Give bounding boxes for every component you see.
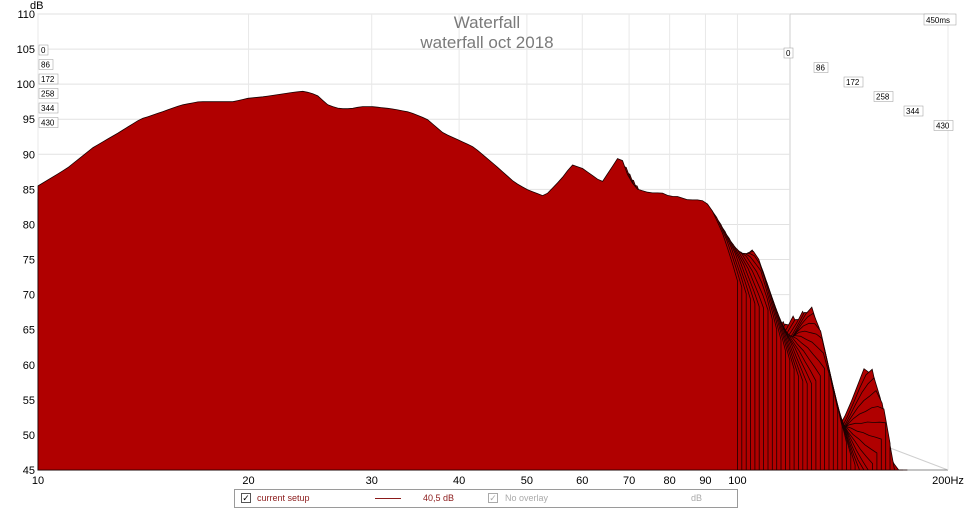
time-label-left: 344: [41, 104, 55, 113]
x-tick-label: 50: [521, 475, 533, 487]
y-tick-label: 105: [17, 44, 35, 56]
y-tick-label: 75: [23, 255, 35, 267]
y-tick-label: 95: [23, 114, 35, 126]
time-label-box-right: [843, 76, 864, 88]
time-label-box-left: [38, 88, 59, 99]
time-label-right: 172: [846, 78, 860, 87]
waterfall-slices: [37, 90, 908, 471]
y-tick-label: 85: [23, 184, 35, 196]
x-tick-label: 20: [242, 475, 254, 487]
time-label-left: 172: [41, 75, 55, 84]
time-label-right: 344: [906, 107, 920, 116]
time-label-left: 86: [41, 61, 50, 70]
y-tick-label: 110: [17, 9, 35, 21]
time-label-left: 258: [41, 90, 55, 99]
y-tick-label: 65: [23, 325, 35, 337]
overlay-checkbox[interactable]: ✓: [488, 493, 498, 503]
y-tick-label: 90: [23, 149, 35, 161]
time-max-label: 450ms: [926, 16, 950, 25]
y-tick-label: 70: [23, 290, 35, 302]
time-label-box-left: [38, 102, 59, 114]
tick-labels: 45 50 55 60 65 70 75 80 85 90 95 100 105 110 10 20 30 40 5…: [17, 9, 964, 487]
legend-item-current-setup[interactable]: current setup: [257, 493, 310, 503]
x-tick-label: 200Hz: [932, 475, 964, 487]
y-tick-label: 80: [23, 219, 35, 231]
time-label-box-left: [38, 117, 59, 128]
x-tick-label: 80: [664, 475, 676, 487]
x-tick-label: 40: [453, 475, 465, 487]
time-label-right: 258: [876, 93, 890, 102]
time-label-box-right: [873, 91, 894, 102]
time-label-box-right: [783, 47, 794, 59]
legend-item-unit: dB: [691, 493, 703, 503]
chart-subtitle: waterfall oct 2018: [419, 33, 553, 52]
x-tick-label: 70: [623, 475, 635, 487]
time-label-left: 430: [41, 119, 55, 128]
chart-title: Waterfall: [454, 13, 520, 32]
time-label-right: 0: [786, 49, 791, 58]
y-tick-label: 45: [23, 465, 35, 477]
legend-item-no-overlay[interactable]: No overlay: [505, 493, 549, 503]
time-label-right: 86: [816, 64, 825, 73]
legend-item-value: 40,5 dB: [423, 493, 455, 503]
time-label-box-left: [38, 73, 59, 85]
time-label-box-right: [933, 120, 954, 131]
time-max-label-box: [923, 13, 957, 26]
time-label-box-right: [903, 105, 924, 117]
x-tick-label: 90: [699, 475, 711, 487]
y-tick-label: 60: [23, 360, 35, 372]
x-tick-label: 60: [576, 475, 588, 487]
y-tick-label: 50: [23, 430, 35, 442]
time-axis-labels: 0 0 86 86 172 172 258 258 344 344 430 430 450ms: [38, 13, 957, 131]
legend-bar: ✓ current setup 40,5 dB ✓ No overlay dB: [234, 489, 738, 508]
x-tick-label: 10: [32, 475, 44, 487]
time-label-box-left: [38, 59, 54, 70]
time-label-right: 430: [936, 122, 950, 131]
legend-line-swatch: [375, 498, 401, 499]
y-tick-label: 100: [17, 79, 35, 91]
time-label-left: 0: [41, 46, 46, 55]
y-axis-label: dB: [30, 0, 43, 12]
x-tick-label: 30: [366, 475, 378, 487]
current-setup-checkbox[interactable]: ✓: [241, 493, 251, 503]
time-label-box-right: [813, 62, 829, 73]
x-tick-label: 100: [728, 475, 746, 487]
y-tick-label: 55: [23, 395, 35, 407]
time-label-box-left: [38, 44, 49, 56]
waterfall-slice: [37, 90, 738, 471]
